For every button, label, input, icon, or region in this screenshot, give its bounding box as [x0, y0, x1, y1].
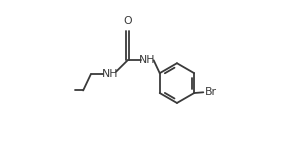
Text: O: O: [123, 16, 132, 26]
Text: Br: Br: [205, 87, 217, 97]
Text: NH: NH: [102, 69, 118, 79]
Text: NH: NH: [139, 55, 156, 65]
